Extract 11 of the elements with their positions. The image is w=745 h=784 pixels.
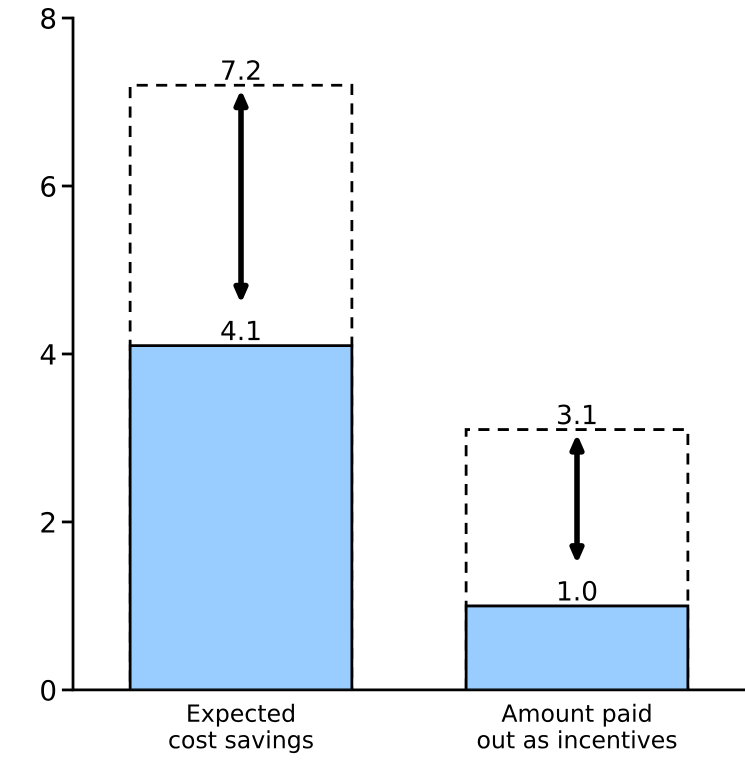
x-tick-label: Amount paid out as incentives [478,704,676,749]
y-tick-label: 8 [41,8,56,29]
y-tick-label: 2 [41,512,54,532]
y-tick-label: 0 [41,680,56,701]
data-label: 1.0 [558,580,596,601]
x-tick-label: Expected cost savings [169,704,313,754]
data-label: 7.2 [222,60,260,80]
y-tick-label: 6 [41,176,56,197]
y-tick-label: 4 [40,344,56,365]
data-label: 4.1 [221,320,260,340]
data-label: 3.1 [558,404,596,424]
